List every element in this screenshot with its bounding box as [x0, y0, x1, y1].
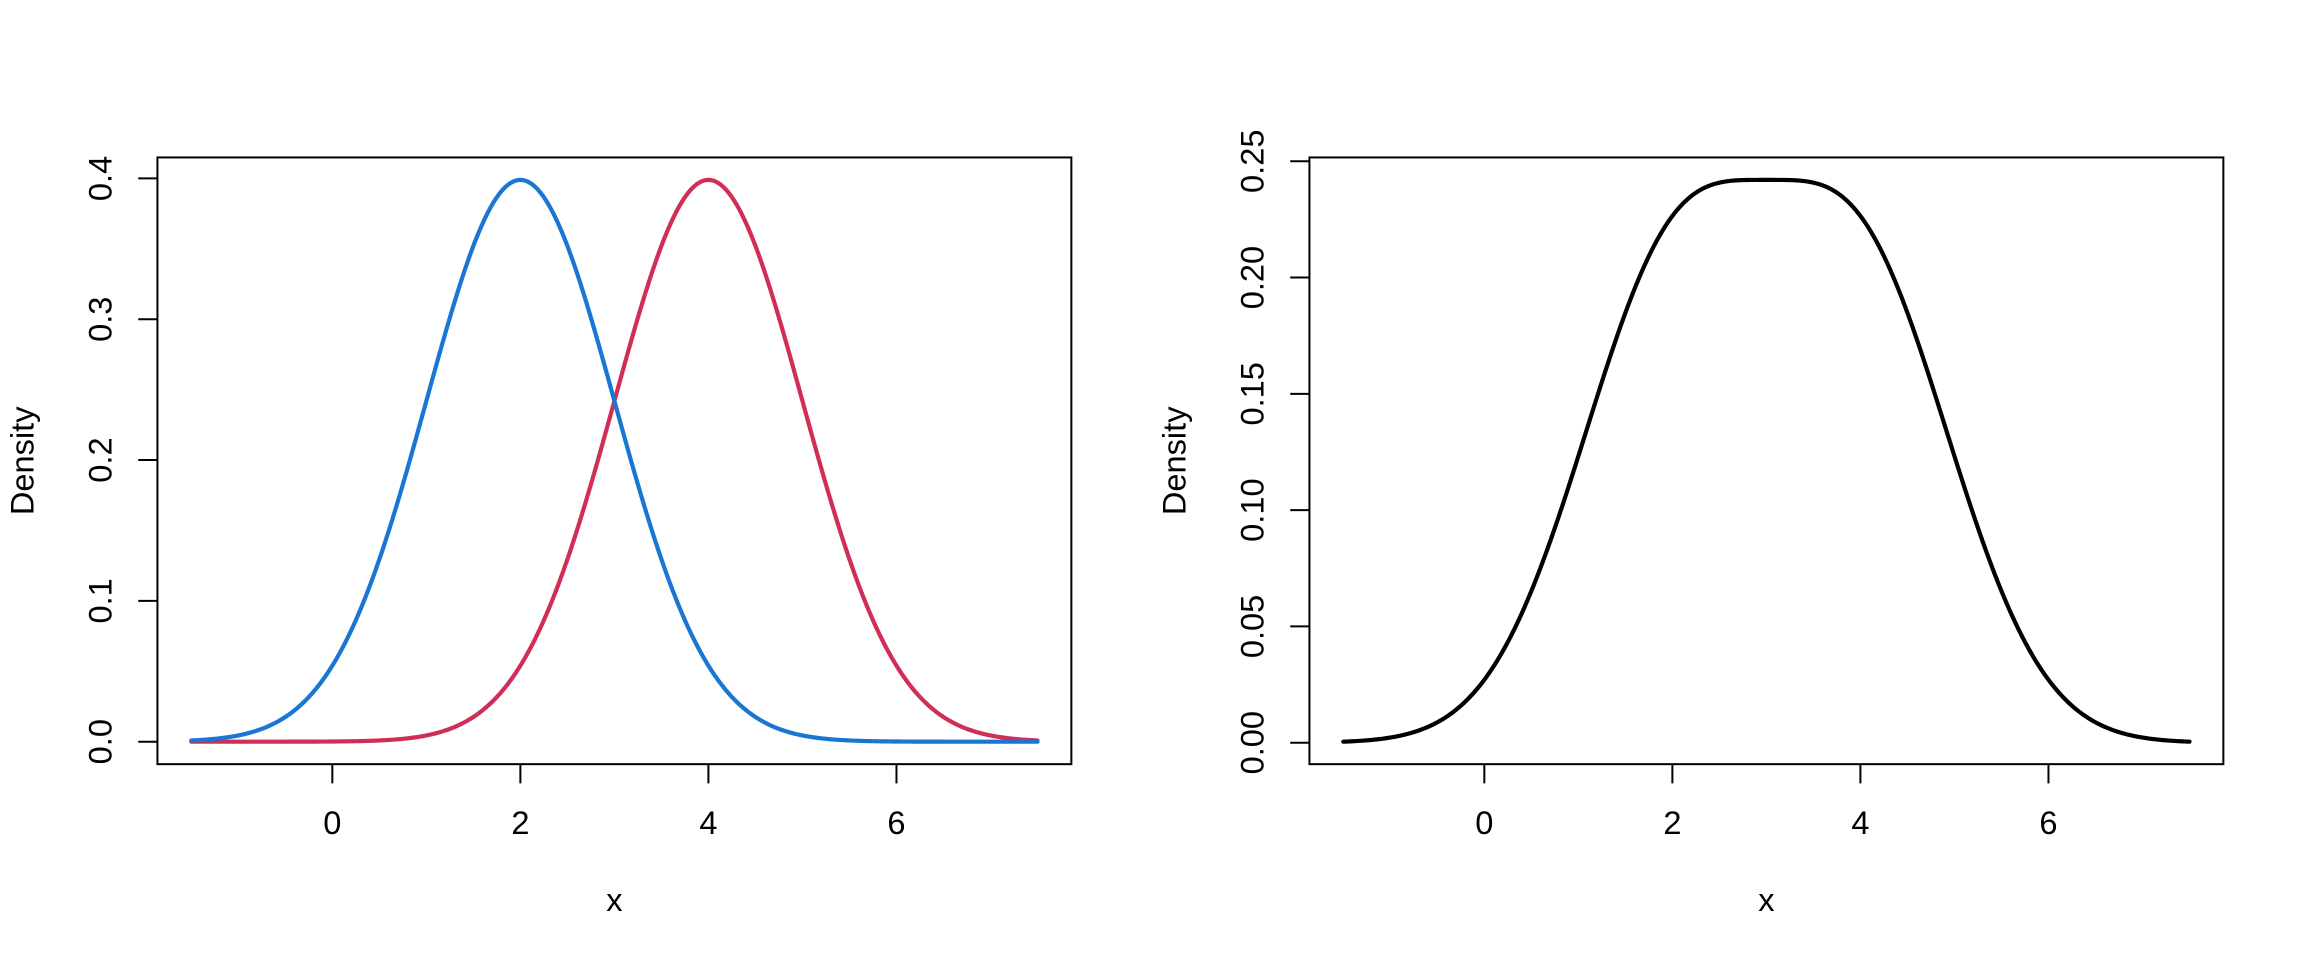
- svg-text:0.20: 0.20: [1233, 246, 1270, 309]
- svg-text:2: 2: [1663, 804, 1681, 841]
- svg-text:0.00: 0.00: [1233, 711, 1270, 774]
- svg-text:x: x: [606, 881, 622, 918]
- svg-text:0: 0: [323, 804, 341, 841]
- svg-text:6: 6: [2039, 804, 2057, 841]
- svg-text:4: 4: [699, 804, 717, 841]
- svg-text:6: 6: [887, 804, 905, 841]
- svg-text:0.15: 0.15: [1233, 362, 1270, 425]
- svg-text:0.10: 0.10: [1233, 478, 1270, 541]
- svg-text:4: 4: [1851, 804, 1869, 841]
- svg-text:0.0: 0.0: [81, 719, 118, 764]
- svg-text:2: 2: [511, 804, 529, 841]
- svg-text:Density: Density: [1156, 406, 1193, 515]
- svg-text:0.25: 0.25: [1233, 130, 1270, 193]
- svg-text:Density: Density: [4, 406, 41, 515]
- svg-text:0: 0: [1475, 804, 1493, 841]
- svg-text:x: x: [1758, 881, 1774, 918]
- svg-text:0.05: 0.05: [1233, 595, 1270, 658]
- svg-text:0.1: 0.1: [81, 578, 118, 623]
- svg-text:0.4: 0.4: [81, 156, 118, 201]
- svg-text:0.2: 0.2: [81, 437, 118, 482]
- svg-text:0.3: 0.3: [81, 297, 118, 342]
